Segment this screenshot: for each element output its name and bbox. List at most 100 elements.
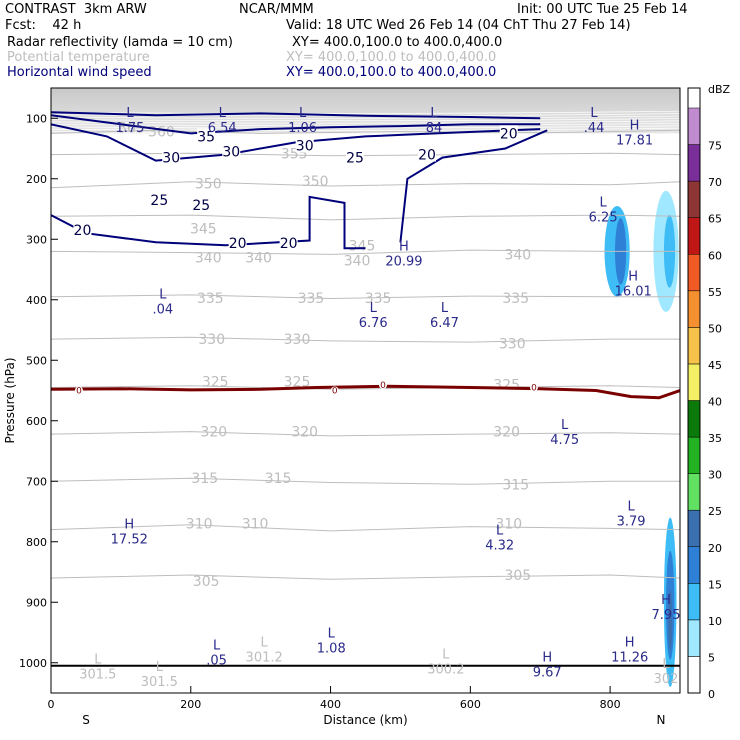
colorbar-tick-label: 60 [708,249,722,262]
wind-contour-label: 20 [229,236,247,252]
colorbar-tick-label: 50 [708,322,722,335]
wind-contour-label: 20 [500,126,518,142]
wind-label-bg [499,125,518,141]
theta-contour-label: 335 [197,291,224,307]
hl-letter: L [213,639,221,654]
reflectivity-cell [668,590,673,651]
y-tick-label: 100 [26,112,47,125]
hl-letter: H [661,593,671,608]
hl-value: 84 [426,121,443,136]
theta-contour-label: 335 [365,291,392,307]
colorbar-tick-label: 75 [708,140,722,153]
zero-contour [51,384,680,400]
zero-label-bg [74,386,83,395]
y-tick-label: 1000 [19,657,47,670]
zero-label-bg [529,383,538,392]
hl-letter: L [441,301,449,316]
zero-contour-label: 0 [531,383,537,393]
hl-letter: L [328,627,336,642]
theta-hl-letter: L [442,648,450,663]
theta-hl-value: 300.2 [427,663,464,678]
colorbar-tick-label: 35 [708,432,722,445]
wind-label-bg [192,196,211,212]
hl-letter: L [561,418,569,433]
hl-letter: H [399,239,409,254]
wind-label-bg [150,191,169,207]
theta-contour-label: 330 [499,336,526,352]
colorbar-swatch [687,144,701,182]
y-tick-label: 900 [26,596,47,609]
hl-value: 3.79 [617,514,646,529]
wind-label-bg [295,137,314,153]
theta-contour-label: 350 [302,174,329,190]
x-tick-label: 0 [48,698,55,711]
hl-value: .44 [584,121,605,136]
hl-letter: L [430,106,438,121]
wind-contour-label: 25 [192,198,210,214]
theta-contour-335 [51,294,680,300]
hl-letter: H [542,651,552,666]
hl-letter: L [126,106,134,121]
colorbar-swatch [687,619,701,657]
colorbar-tick-label: 70 [708,176,722,189]
wind-label-bg [222,143,241,159]
hl-value: 1.06 [288,121,317,136]
field-theta-xy: XY= 400.0,100.0 to 400.0,400.0 [286,50,497,65]
hl-letter: L [370,301,378,316]
theta-dense-contour [51,120,680,124]
field-theta-name: Potential temperature [7,50,150,65]
colorbar-swatch [687,254,701,292]
theta-contour-label: 315 [502,477,529,493]
y-tick-label: 800 [26,536,47,549]
hl-value: 20.99 [385,254,422,269]
hl-value: 4.75 [550,433,579,448]
theta-contour-label: 340 [245,250,272,266]
hl-value: 9.67 [533,666,562,681]
theta-contour-label: 340 [504,247,531,263]
hl-value: 11.26 [611,651,648,666]
theta-contour-label: 330 [198,332,225,348]
wind-contour-label: 20 [280,236,298,252]
hl-value: 17.52 [111,533,148,548]
theta-contour-310 [51,524,680,532]
colorbar-swatch [687,363,701,401]
colorbar-swatch [687,327,701,365]
y-tick-label: 700 [26,475,47,488]
colorbar-unit: dBZ [708,83,731,96]
wind-contour-label: 25 [346,151,364,167]
wind-contour-label: 35 [197,129,215,145]
colorbar-tick-label: 0 [708,688,715,701]
colorbar-tick-label: 55 [708,286,722,299]
wind-label-bg [279,234,298,250]
y-tick-label: 500 [26,354,47,367]
colorbar-tick-label: 40 [708,396,722,409]
theta-contour-label: 345 [190,221,217,237]
colorbar-swatch [687,290,701,328]
hl-value: 6.76 [359,316,388,331]
hl-value: 6.25 [589,211,618,226]
zero-contour-label: 0 [380,381,386,391]
theta-contour-label: 305 [193,574,220,590]
colorbar-tick-label: 15 [708,578,722,591]
theta-hl-letter: L [662,657,670,672]
colorbar-swatch [687,473,701,511]
hl-letter: L [590,106,598,121]
y-tick-label: 600 [26,415,47,428]
theta-contour-label: 335 [298,291,325,307]
colorbar-tick-label: 20 [708,542,722,555]
valid-time: Valid: 18 UTC Wed 26 Feb 14 (04 ChT Thu … [286,18,631,33]
wind-contour-label: 20 [418,148,436,164]
hl-value: 6.47 [430,316,459,331]
colorbar-frame [687,87,701,694]
wind-contour-20b [399,129,548,243]
hl-letter: L [219,106,227,121]
theta-contour-label: 325 [202,374,229,390]
theta-hl-letter: L [156,660,164,675]
hl-letter: L [627,499,635,514]
colorbar-swatch [687,400,701,438]
hl-letter: L [496,524,504,539]
colorbar-swatch [687,180,701,218]
theta-contour-label: 345 [349,238,376,254]
field-reflectivity-xy: XY= 400.0,100.0 to 400.0,400.0 [292,35,503,50]
